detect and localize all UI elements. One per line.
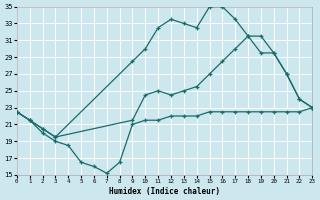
X-axis label: Humidex (Indice chaleur): Humidex (Indice chaleur) <box>109 187 220 196</box>
